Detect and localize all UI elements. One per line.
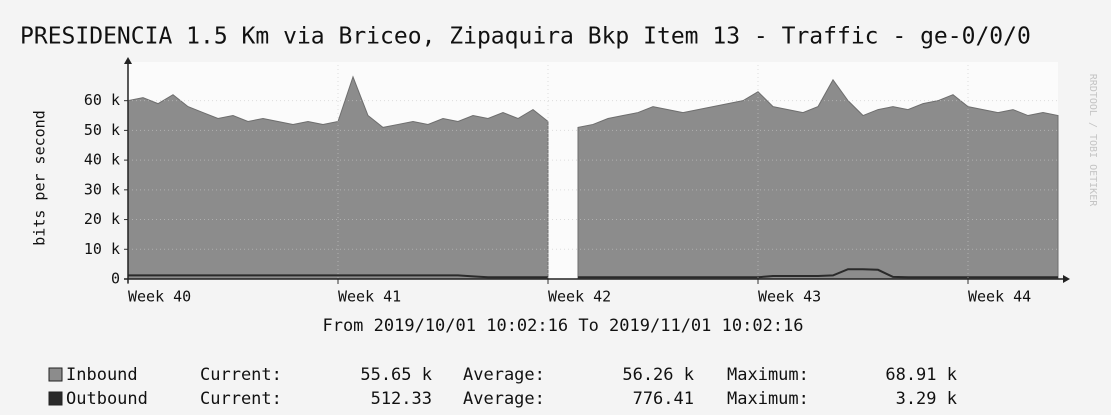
stat-label: Average: xyxy=(463,389,545,409)
stat-label: Current: xyxy=(200,389,282,409)
stat-label: Maximum: xyxy=(727,365,809,385)
y-tick-label: 10 k xyxy=(84,240,120,258)
x-axis-label: From 2019/10/01 10:02:16 To 2019/11/01 1… xyxy=(322,316,803,336)
legend-label: Outbound xyxy=(66,389,148,409)
stat-value: 56.26 k xyxy=(622,365,694,385)
stat-label: Average: xyxy=(463,365,545,385)
y-tick-label: 40 k xyxy=(84,151,120,169)
stat-value: 68.91 k xyxy=(885,365,957,385)
y-tick-label: 20 k xyxy=(84,210,120,228)
inbound-area xyxy=(127,75,1059,280)
stat-value: 3.29 k xyxy=(896,389,957,409)
stat-value: 776.41 xyxy=(633,389,694,409)
stat-value: 512.33 xyxy=(371,389,432,409)
x-tick-label: Week 41 xyxy=(338,288,401,306)
y-tick-label: 60 k xyxy=(84,91,120,109)
chart-title: PRESIDENCIA 1.5 Km via Briceo, Zipaquira… xyxy=(20,24,1031,50)
x-tick-label: Week 43 xyxy=(758,288,821,306)
x-axis-arrow xyxy=(1063,275,1070,283)
x-tick-label: Week 44 xyxy=(968,288,1031,306)
stat-label: Maximum: xyxy=(727,389,809,409)
legend-swatch xyxy=(48,367,63,382)
watermark: RRDTOOL / TOBI OETIKER xyxy=(1087,74,1098,207)
y-axis-label: bits per second xyxy=(31,110,49,245)
y-tick-label: 0 xyxy=(111,270,120,288)
legend-swatch xyxy=(48,391,63,406)
y-axis-arrow xyxy=(124,57,132,64)
y-tick-label: 50 k xyxy=(84,121,120,139)
outbound-line xyxy=(128,268,1058,279)
stat-label: Current: xyxy=(200,365,282,385)
legend-label: Inbound xyxy=(66,365,138,385)
y-tick-label: 30 k xyxy=(84,180,120,198)
stat-value: 55.65 k xyxy=(360,365,432,385)
x-tick-label: Week 42 xyxy=(548,288,611,306)
x-tick-label: Week 40 xyxy=(128,288,191,306)
